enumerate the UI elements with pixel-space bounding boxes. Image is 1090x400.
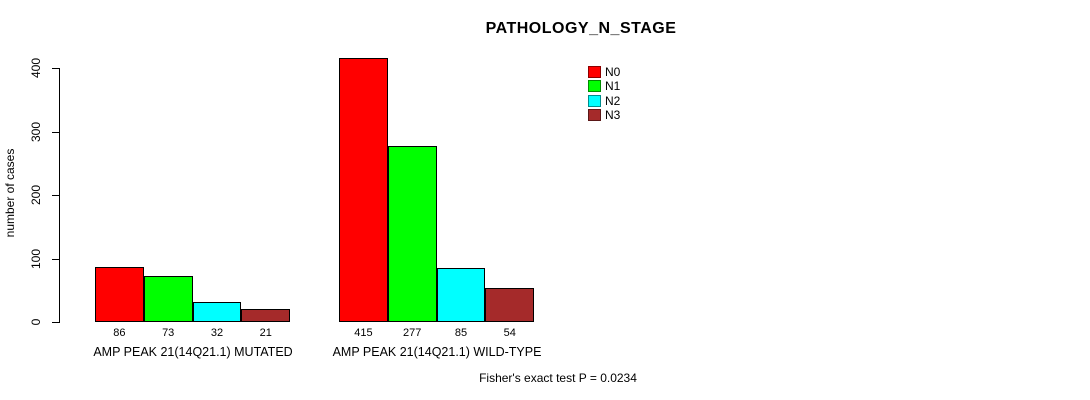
bar-n1-group2	[387, 146, 437, 322]
legend-swatch-n1	[588, 80, 601, 93]
legend-label-n1: N1	[605, 79, 621, 94]
bar-value-label: 85	[454, 327, 468, 339]
bar-n3-group1	[241, 308, 291, 322]
bar-value-label: 277	[403, 327, 422, 339]
bar-value-label: 32	[210, 327, 224, 339]
bar-n0-group2	[339, 58, 388, 322]
group-label-mutated: AMP PEAK 21(14Q21.1) MUTATED	[93, 345, 293, 359]
y-axis-label: number of cases	[3, 148, 17, 238]
y-tick	[52, 258, 60, 260]
y-tick	[52, 68, 60, 69]
bar-n2-group1	[192, 301, 242, 322]
y-tick-label: 400	[29, 57, 43, 79]
group-label-wild-type: AMP PEAK 21(14Q21.1) WILD-TYPE	[332, 345, 542, 359]
y-tick-label: 300	[29, 121, 43, 142]
legend-label-n0: N0	[605, 65, 621, 79]
y-tick	[52, 131, 60, 133]
bar-n2-group2	[436, 268, 486, 322]
legend-label-n3: N3	[605, 107, 621, 122]
fisher-test-annotation: Fisher's exact test P = 0.0234	[479, 371, 637, 385]
y-tick-label: 0	[29, 318, 43, 326]
legend-swatch-n3	[588, 108, 601, 121]
legend-swatch-n0	[588, 66, 601, 78]
bar-value-label: 415	[354, 327, 373, 339]
bar-n1-group1	[143, 275, 193, 322]
bar-value-label: 21	[259, 327, 272, 339]
legend-swatch-n2	[588, 94, 601, 107]
bar-n3-group2	[485, 287, 535, 322]
bar-value-label: 73	[162, 327, 175, 339]
bar-value-label: 86	[113, 327, 126, 339]
y-tick	[52, 195, 60, 196]
y-tick-label: 100	[29, 248, 43, 269]
y-tick	[52, 322, 60, 323]
chart-title: PATHOLOGY_N_STAGE	[485, 20, 677, 37]
bar-n0-group1	[95, 267, 144, 322]
bar-value-label: 54	[503, 327, 516, 339]
y-tick-label: 200	[29, 184, 43, 206]
legend-label-n2: N2	[605, 93, 621, 108]
